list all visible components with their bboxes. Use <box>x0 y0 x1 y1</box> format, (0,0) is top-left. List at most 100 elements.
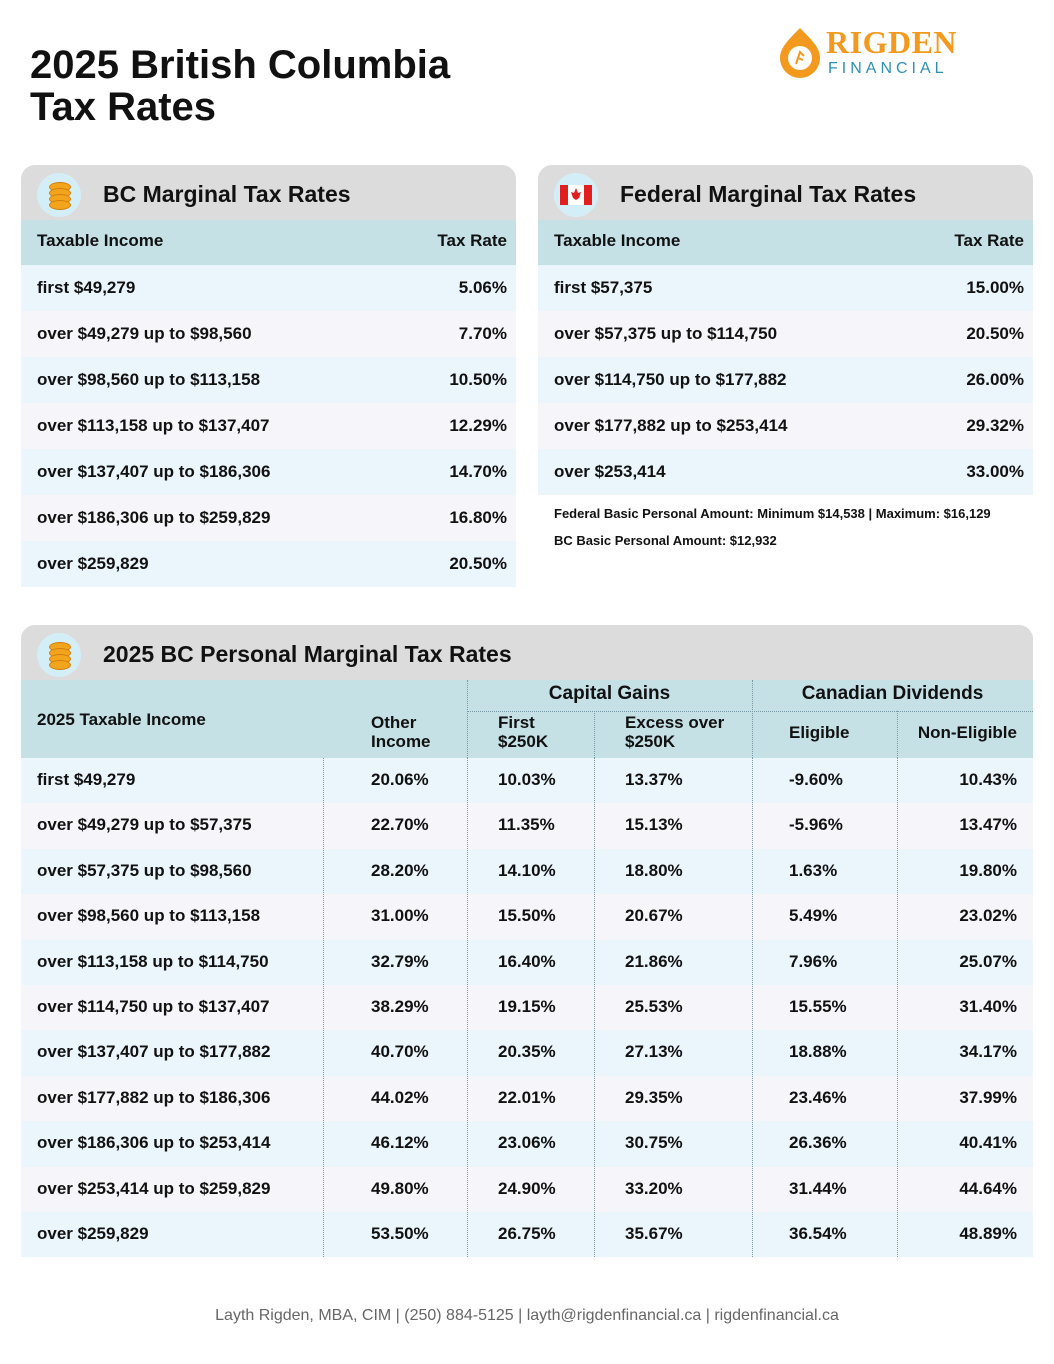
divider <box>752 680 753 758</box>
cell: 22.01% <box>498 1087 556 1107</box>
cell: 12.29% <box>449 416 507 435</box>
row <box>21 1121 1033 1167</box>
cell: 21.86% <box>625 951 683 971</box>
cell: 7.70% <box>458 324 507 343</box>
cell: 37.99% <box>959 1087 1017 1107</box>
coin-icon <box>37 633 81 677</box>
cell: 32.79% <box>371 951 429 971</box>
cell: 26.00% <box>966 370 1024 389</box>
cell: 46.12% <box>371 1133 429 1153</box>
panel-header <box>21 165 516 220</box>
row <box>21 939 1033 985</box>
coin-icon <box>37 173 81 217</box>
cell: 16.40% <box>498 951 556 971</box>
coin <box>49 200 71 210</box>
row <box>21 848 1033 895</box>
cell: over $177,882 up to $253,414 <box>554 416 788 435</box>
cell: 26.36% <box>789 1133 847 1153</box>
panel-header <box>538 165 1033 220</box>
cell: 30.75% <box>625 1133 683 1153</box>
cell: 26.75% <box>498 1224 556 1243</box>
cell: 24.90% <box>498 1178 556 1198</box>
cell: over $186,306 up to $259,829 <box>37 508 271 527</box>
panel-header <box>21 625 1033 680</box>
column-label: Other Income <box>371 713 431 751</box>
cell: over $57,375 up to $98,560 <box>37 860 252 880</box>
cell: 29.32% <box>966 416 1024 435</box>
cell: 34.17% <box>959 1042 1017 1062</box>
row <box>21 541 516 587</box>
cell: 33.20% <box>625 1178 683 1198</box>
cell: over $137,407 up to $177,882 <box>37 1042 271 1062</box>
row <box>21 1030 1033 1076</box>
cell: 5.49% <box>789 906 838 926</box>
column-label: Tax Rate <box>954 231 1024 250</box>
cell: 23.02% <box>959 906 1017 926</box>
column-header <box>21 220 516 265</box>
panel-title: 2025 BC Personal Marginal Tax Rates <box>103 641 512 667</box>
cell: 31.40% <box>959 997 1017 1016</box>
divider <box>897 758 898 1258</box>
cell: over $49,279 up to $98,560 <box>37 324 252 343</box>
column-label: Tax Rate <box>437 231 507 250</box>
cell: 53.50% <box>371 1224 429 1243</box>
cell: over $137,407 up to $186,306 <box>37 462 271 481</box>
divider <box>897 711 898 758</box>
cell: first $49,279 <box>37 278 136 297</box>
cell: first $49,279 <box>37 770 136 789</box>
cell: 15.50% <box>498 906 556 926</box>
column-label: Eligible <box>789 723 850 742</box>
group-label: Canadian Dividends <box>801 683 984 704</box>
row <box>538 311 1033 357</box>
cell: 44.64% <box>959 1178 1017 1198</box>
cell: 29.35% <box>625 1087 683 1107</box>
cell: 27.13% <box>625 1042 683 1062</box>
cell: 48.89% <box>959 1224 1017 1243</box>
cell: 31.44% <box>789 1178 847 1198</box>
cell: over $98,560 up to $113,158 <box>37 370 261 389</box>
cell: over $259,829 <box>37 1224 149 1243</box>
title: 2025 British Columbia Tax Rates <box>30 44 450 128</box>
cell: over $113,158 up to $137,407 <box>37 416 270 435</box>
cell: over $57,375 up to $114,750 <box>554 324 778 343</box>
title-line: Tax Rates <box>30 85 217 129</box>
cell: over $49,279 up to $57,375 <box>37 815 252 835</box>
cell: 11.35% <box>498 815 555 835</box>
cell: 16.80% <box>449 508 507 527</box>
logo-name: RIGDEN <box>826 24 958 60</box>
row <box>538 265 1033 311</box>
cell: over $177,882 up to $186,306 <box>37 1087 271 1107</box>
cell: over $113,158 up to $114,750 <box>37 951 269 971</box>
cell: 20.50% <box>966 324 1024 343</box>
cell: 1.63% <box>789 860 838 880</box>
cell: 40.41% <box>959 1133 1017 1153</box>
cell: 13.37% <box>625 770 683 789</box>
cell: 20.50% <box>449 554 507 573</box>
cell: 28.20% <box>371 860 429 880</box>
panel-title: BC Marginal Tax Rates <box>103 181 351 207</box>
divider <box>323 758 324 1258</box>
cell: 20.35% <box>498 1042 556 1062</box>
cell: 20.67% <box>625 906 683 926</box>
cell: over $253,414 <box>554 462 666 481</box>
column-label: Excess over $250K <box>625 713 725 751</box>
cell: over $259,829 <box>37 554 149 573</box>
cell: 36.54% <box>789 1224 847 1243</box>
coin <box>49 660 71 670</box>
cell: 22.70% <box>371 815 429 835</box>
group-label: Capital Gains <box>548 683 671 704</box>
cell: 44.02% <box>371 1087 429 1107</box>
cell: 14.70% <box>449 462 507 481</box>
note: BC Basic Personal Amount: $12,932 <box>554 533 777 548</box>
row <box>21 1166 1033 1212</box>
row <box>21 311 516 357</box>
column-label: 2025 Taxable Income <box>37 710 206 729</box>
cell: 31.00% <box>371 906 429 926</box>
cell: 13.47% <box>959 815 1017 835</box>
divider <box>594 711 595 758</box>
row <box>21 758 1033 804</box>
cell: 20.06% <box>371 770 429 789</box>
cell: first $57,375 <box>554 278 653 297</box>
row <box>21 403 516 449</box>
